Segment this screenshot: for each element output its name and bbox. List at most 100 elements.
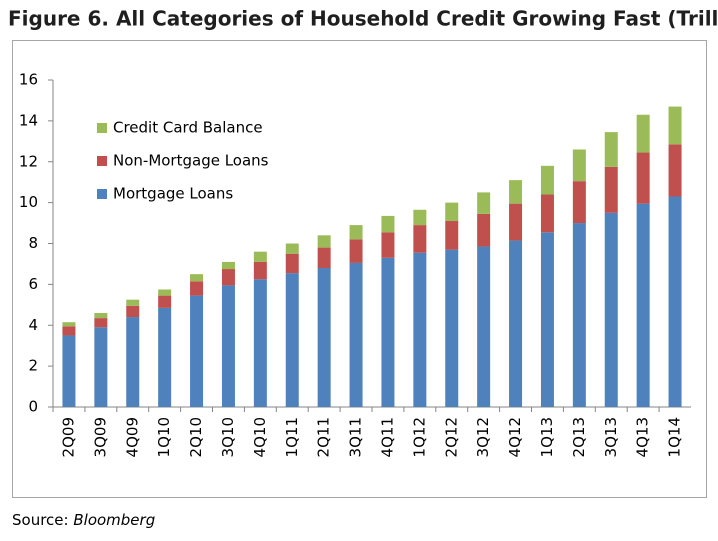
y-tick-label: 12 [19, 152, 38, 170]
bar-segment [572, 149, 586, 182]
bar-segment [509, 240, 523, 407]
bar-segment [158, 307, 172, 407]
bar-segment [253, 251, 267, 262]
legend-swatch [97, 189, 107, 199]
source-label: Source: [12, 511, 69, 529]
bar-segment [285, 243, 299, 254]
bar-segment [190, 274, 204, 282]
y-tick-label: 8 [28, 234, 38, 252]
x-tick-label: 4Q11 [378, 417, 396, 457]
x-tick-label: 3Q11 [347, 417, 365, 457]
bar-segment [572, 181, 586, 224]
bar-segment [349, 225, 363, 240]
y-tick-label: 10 [19, 193, 38, 211]
legend-label: Mortgage Loans [113, 185, 233, 203]
bar-segment [253, 261, 267, 280]
x-tick-label: 2Q12 [442, 417, 460, 457]
bar-segment [604, 212, 618, 407]
bar-segment [540, 165, 554, 195]
x-tick-label: 3Q10 [219, 417, 237, 457]
bar-segment [285, 253, 299, 274]
bar-segment [636, 114, 650, 153]
bar-segment [604, 132, 618, 167]
x-tick-label: 2Q10 [187, 417, 205, 457]
y-tick-label: 6 [28, 275, 38, 293]
x-tick-label: 3Q13 [602, 417, 620, 457]
bar-segment [317, 247, 331, 269]
bar-segment [126, 317, 140, 407]
x-tick-label: 3Q12 [474, 417, 492, 457]
bar-segment [572, 223, 586, 407]
bar-segment [477, 246, 491, 407]
bar-segment [413, 252, 427, 407]
bar-segment [317, 268, 331, 407]
bar-segment [94, 312, 108, 319]
bar-segment [190, 295, 204, 407]
y-tick-label: 0 [28, 398, 38, 416]
x-tick-label: 2Q13 [570, 417, 588, 457]
x-tick-label: 1Q14 [666, 417, 684, 457]
y-tick-label: 14 [19, 111, 38, 129]
bar-segment [126, 299, 140, 306]
bar-segment [221, 261, 235, 270]
bar-segment [445, 221, 459, 250]
bar-segment [349, 239, 363, 263]
bar-segment [668, 106, 682, 145]
bar-segment [158, 295, 172, 308]
y-tick-label: 16 [19, 71, 38, 89]
source: Source: Bloomberg [12, 511, 155, 529]
bar-segment [285, 273, 299, 407]
bar-segment [381, 257, 395, 407]
y-tick-label: 2 [28, 357, 38, 375]
bar-segment [62, 335, 76, 407]
bar-segment [381, 232, 395, 258]
bar-segment [317, 235, 331, 248]
x-tick-label: 4Q09 [123, 417, 141, 457]
bar-segment [413, 225, 427, 253]
source-name: Bloomberg [73, 511, 155, 529]
legend-swatch [97, 123, 107, 133]
x-tick-label: 4Q10 [251, 417, 269, 457]
x-tick-label: 2Q09 [59, 417, 77, 457]
bar-segment [540, 194, 554, 233]
bar-segment [158, 289, 172, 296]
legend-label: Non-Mortgage Loans [113, 152, 269, 170]
bar-segment [477, 213, 491, 247]
x-tick-label: 1Q13 [538, 417, 556, 457]
bar-segment [349, 262, 363, 407]
bar-segment [253, 279, 267, 407]
chart-title: Figure 6. All Categories of Household Cr… [8, 7, 718, 31]
x-tick-label: 4Q12 [506, 417, 524, 457]
chart-border [12, 40, 707, 498]
legend-label: Credit Card Balance [113, 119, 263, 137]
bar-segment [221, 285, 235, 407]
x-tick-label: 1Q12 [410, 417, 428, 457]
x-tick-label: 1Q10 [155, 417, 173, 457]
bar-segment [381, 215, 395, 233]
bar-segment [636, 152, 650, 204]
bar-segment [126, 305, 140, 318]
y-tick-label: 4 [28, 316, 38, 334]
bar-segment [540, 232, 554, 407]
bar-segment [477, 192, 491, 214]
x-tick-label: 2Q11 [315, 417, 333, 457]
bar-segment [668, 196, 682, 407]
bar-segment [604, 166, 618, 213]
bar-segment [62, 326, 76, 336]
bar-segment [221, 269, 235, 286]
bar-segment [413, 209, 427, 226]
bar-segment [94, 327, 108, 407]
bar-segment [509, 203, 523, 241]
bar-segment [636, 203, 650, 407]
bar-segment [94, 318, 108, 328]
legend-swatch [97, 156, 107, 166]
bar-segment [445, 249, 459, 407]
bar-segment [445, 202, 459, 222]
bar-segment [668, 144, 682, 197]
x-tick-label: 3Q09 [91, 417, 109, 457]
x-tick-label: 4Q13 [634, 417, 652, 457]
bar-segment [62, 322, 76, 327]
bar-segment [509, 180, 523, 204]
